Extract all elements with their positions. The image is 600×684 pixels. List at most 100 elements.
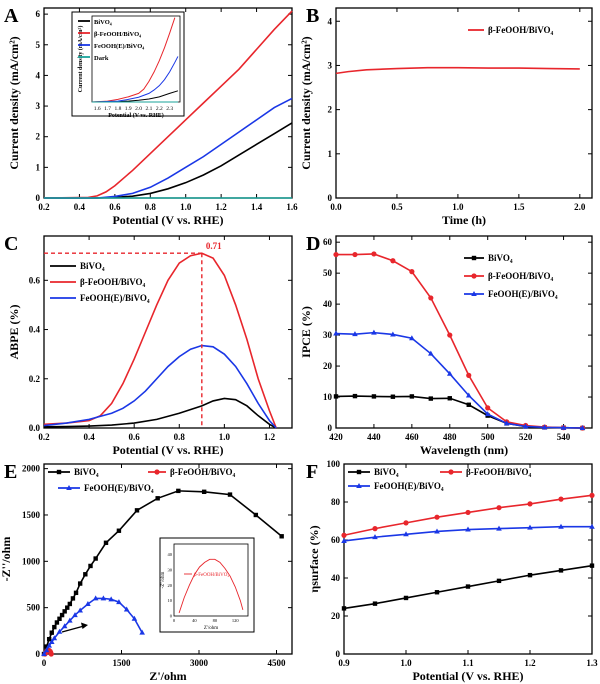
x-tick-label: 0.6 — [109, 202, 121, 212]
data-point — [46, 642, 52, 648]
y-tick-label: 6 — [36, 9, 41, 19]
legend-label: FeOOH(E)/BiVO₄ — [94, 43, 144, 50]
data-point — [72, 612, 78, 618]
inset-series-line — [178, 558, 244, 614]
x-axis-label: Z'/ohm — [149, 669, 186, 683]
data-point — [434, 590, 440, 595]
legend-item: FeOOH(E)/BiVO₄ — [50, 293, 150, 303]
panel-label: F — [306, 461, 318, 483]
data-point — [85, 600, 91, 606]
legend-label: β-FeOOH/BiVO₄ — [488, 271, 554, 281]
inset-x-tick-label: 40 — [192, 618, 197, 623]
inset-y-tick-label: 40 — [168, 552, 173, 557]
y-axis-label: -Z''/ohm — [0, 537, 13, 582]
x-tick-label: 0.0 — [330, 202, 342, 212]
inset-series-line — [91, 90, 179, 103]
legend-item: FeOOH(E)/BiVO₄ — [464, 289, 558, 299]
x-tick-label: 1500 — [113, 658, 132, 668]
data-point — [52, 624, 57, 630]
y-tick-label: 4 — [36, 70, 41, 80]
data-point — [77, 607, 83, 613]
panel-A: 0.2 0.4 0.6 0.8 1.0 1.2 1.4 1.6 0 1 2 3 4 5 6 Potential… — [4, 5, 298, 227]
data-point — [139, 629, 145, 635]
y-tick-label: 4 — [328, 16, 333, 26]
data-point — [428, 350, 434, 356]
data-point — [83, 572, 88, 577]
legend-marker — [471, 255, 477, 261]
y-tick-label: 0.2 — [29, 374, 41, 384]
y-tick-label: 1000 — [22, 556, 41, 566]
data-point — [341, 532, 347, 538]
inset-x-tick-label: 2.3 — [166, 106, 173, 112]
y-tick-label: 1 — [328, 149, 333, 159]
y-tick-label: 2000 — [22, 464, 41, 474]
panel-label: C — [4, 233, 18, 255]
x-tick-label: 0 — [42, 658, 47, 668]
legend-item: BiVO₄ — [50, 261, 105, 271]
x-tick-label: 460 — [405, 432, 419, 442]
data-point — [56, 628, 63, 634]
legend-label: β-FeOOH/BiVO₄ — [80, 277, 146, 287]
inset-x-tick-label: 80 — [213, 618, 218, 623]
y-tick-label: 40 — [331, 573, 341, 583]
series-1 — [43, 10, 293, 199]
inset-x-tick-label: 2.0 — [135, 106, 142, 112]
inset-x-tick-label: 120 — [232, 618, 240, 623]
data-point — [465, 526, 471, 532]
plot-frame — [43, 463, 293, 655]
data-point — [44, 644, 49, 649]
x-tick-label: 420 — [329, 432, 343, 442]
data-point — [409, 394, 415, 399]
panel-label: B — [306, 5, 319, 27]
data-point — [93, 556, 98, 561]
series-0 — [341, 563, 595, 611]
panel-D: 420 440 460 480 500 520 540 0 10 20 30 40 50 60 Wavele… — [299, 233, 593, 457]
x-tick-label: 1.4 — [251, 202, 263, 212]
legend-item: BiVO₄ — [78, 19, 112, 26]
series-line — [44, 122, 293, 199]
y-tick-label: 100 — [327, 459, 341, 469]
inset-x-tick-label: 1.9 — [125, 106, 132, 112]
legend-marker — [471, 273, 477, 279]
plot-frame — [343, 463, 593, 655]
legend-item: FeOOH(E)/BiVO₄ — [58, 483, 154, 493]
data-point — [496, 578, 502, 584]
y-axis-label: ηsurface (%) — [307, 525, 321, 592]
inset-x-tick-label: 1.7 — [104, 106, 111, 112]
data-point — [352, 331, 358, 337]
data-point — [131, 615, 138, 621]
panel-label: D — [306, 233, 320, 255]
x-tick-label: 0.9 — [338, 658, 350, 668]
y-axis-label: ABPE (%) — [7, 305, 21, 360]
data-point — [341, 537, 347, 543]
legend-label: BiVO₄ — [74, 467, 99, 477]
data-point — [103, 540, 109, 545]
legend-label: FeOOH(E)/BiVO₄ — [374, 481, 444, 491]
inset-y-tick-label: 20 — [168, 583, 173, 588]
data-point — [48, 638, 55, 644]
legend-label: BiVO₄ — [80, 261, 105, 271]
x-tick-label: 1.3 — [586, 658, 598, 668]
x-tick-label: 1.6 — [286, 202, 298, 212]
x-tick-label: 540 — [557, 432, 571, 442]
series-0 — [44, 122, 293, 199]
data-point — [371, 251, 377, 257]
x-tick-label: 0.4 — [83, 432, 95, 442]
legend-marker — [66, 485, 72, 490]
data-point — [51, 635, 58, 641]
panel-label: A — [4, 5, 19, 27]
data-point — [541, 424, 548, 430]
x-tick-label: 1.0 — [452, 202, 464, 212]
data-point — [43, 647, 50, 653]
panel-B: 0.0 0.5 1.0 1.5 2.0 0 1 2 3 4 Time (h) Current dens… — [299, 5, 593, 227]
x-axis-label: Wavelength (nm) — [420, 443, 508, 457]
data-point — [527, 524, 533, 530]
y-tick-label: 30 — [323, 330, 333, 340]
legend-label: β-FeOOH/BiVO₄ — [488, 25, 554, 35]
x-tick-label: 0.6 — [129, 432, 141, 442]
data-point — [100, 595, 107, 601]
x-axis-label: Potential (V vs. RHE) — [412, 669, 523, 683]
y-tick-label: 10 — [323, 392, 333, 402]
data-point — [446, 370, 453, 376]
